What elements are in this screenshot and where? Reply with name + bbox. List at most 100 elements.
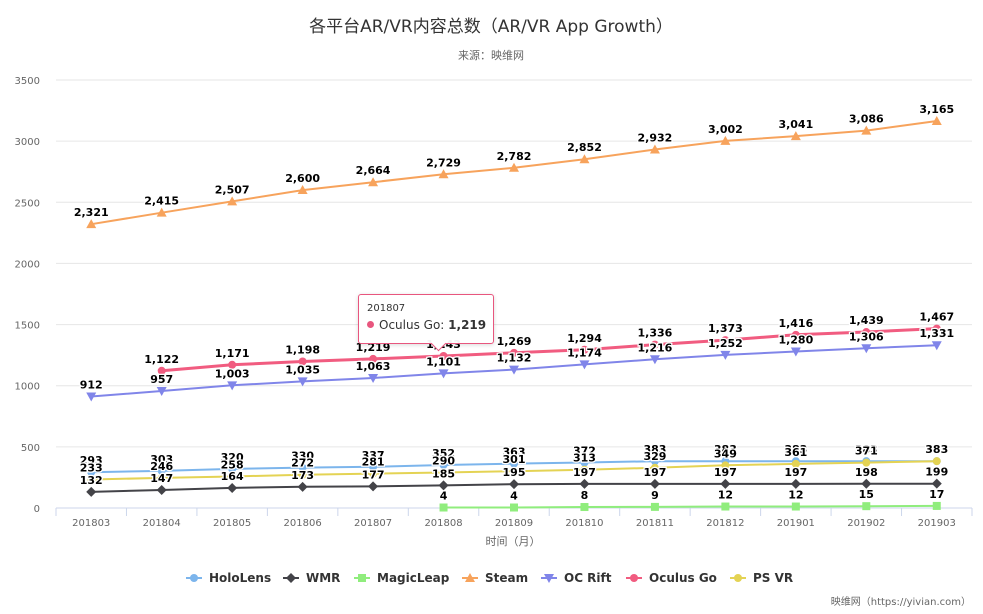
- data-label: 12: [718, 489, 733, 502]
- data-point: [649, 478, 660, 489]
- data-label: 2,507: [215, 183, 250, 196]
- data-point: [649, 144, 660, 154]
- data-point: [157, 473, 166, 482]
- data-point: [228, 360, 237, 369]
- data-label: 330: [291, 450, 314, 463]
- data-label: 1,336: [638, 327, 673, 340]
- data-point: [650, 340, 659, 349]
- data-point: [721, 502, 730, 511]
- data-label: 1,439: [849, 314, 884, 327]
- data-label: 372: [573, 445, 596, 458]
- data-label: 383: [643, 443, 666, 456]
- grid: [56, 79, 972, 448]
- data-point: [369, 354, 378, 363]
- data-label: 233: [80, 462, 103, 475]
- y-axis: 0 500 1000 1500 2000 2500 3000 3500: [15, 76, 40, 515]
- data-label: 1,174: [567, 346, 602, 359]
- data-point: [861, 125, 872, 135]
- data-label: 1,280: [778, 333, 813, 346]
- data-label: 1,252: [708, 337, 743, 350]
- y-tick-label: 2000: [15, 259, 40, 270]
- x-tick-label: 201803: [72, 518, 110, 529]
- tooltip-value: 1,219: [448, 318, 487, 332]
- series-magicleap: [439, 501, 941, 512]
- data-point: [227, 482, 238, 493]
- data-point: [286, 573, 296, 583]
- data-label: 303: [150, 453, 173, 466]
- data-point: [438, 369, 449, 379]
- x-tick-label: 201811: [636, 518, 674, 529]
- legend-label: MagicLeap: [377, 571, 450, 585]
- data-label: 371: [855, 445, 878, 458]
- data-label: 1,063: [356, 360, 391, 373]
- data-point: [438, 169, 449, 179]
- data-label: 8: [581, 489, 589, 502]
- data-point: [87, 475, 96, 484]
- data-label: 383: [925, 443, 948, 456]
- series-ps-vr: [87, 457, 941, 484]
- data-point: [649, 355, 660, 365]
- data-point: [790, 131, 801, 141]
- series-oculus-go: [157, 324, 941, 375]
- data-point: [465, 573, 475, 582]
- data-point: [720, 350, 731, 360]
- tooltip: 201807 Oculus Go: 1,219: [358, 294, 494, 352]
- data-label: 2,782: [497, 150, 532, 163]
- data-point: [510, 459, 518, 468]
- legend-item-oculus-go: Oculus Go: [626, 571, 717, 585]
- data-point: [791, 330, 800, 339]
- data-label: 147: [150, 472, 173, 485]
- data-point: [932, 501, 941, 510]
- tooltip-category: 201807: [367, 303, 406, 314]
- tooltip-series: Oculus Go: [379, 318, 441, 332]
- data-label: 4: [440, 490, 448, 503]
- legend-label: OC Rift: [564, 571, 612, 585]
- data-label: 1,331: [919, 327, 954, 340]
- data-label: 1,198: [285, 344, 320, 357]
- data-label: 3,165: [919, 103, 954, 116]
- data-point: [862, 328, 871, 337]
- data-point: [580, 345, 589, 354]
- data-point: [721, 336, 730, 345]
- data-point: [297, 185, 308, 195]
- data-point: [86, 486, 97, 497]
- x-axis-label: 时间（月）: [486, 535, 541, 548]
- series-layer: [86, 115, 942, 512]
- y-tick-label: 1000: [15, 382, 40, 393]
- y-tick-label: 1500: [15, 321, 40, 332]
- legend-item-steam: Steam: [462, 571, 528, 585]
- data-label: 173: [291, 469, 314, 482]
- data-point: [931, 341, 942, 351]
- series-line: [443, 504, 937, 509]
- data-label: 177: [362, 468, 385, 481]
- data-label: 383: [784, 443, 807, 456]
- data-label: 197: [643, 466, 666, 479]
- legend-label: WMR: [306, 571, 340, 585]
- data-label: 1,171: [215, 347, 250, 360]
- data-point: [579, 478, 590, 489]
- data-label: 281: [362, 456, 385, 469]
- data-label: 272: [291, 457, 314, 470]
- data-label: 246: [150, 460, 173, 473]
- data-point: [156, 386, 167, 396]
- x-tick-label: 201808: [424, 518, 462, 529]
- data-label: 349: [714, 447, 737, 460]
- y-tick-label: 2500: [15, 198, 40, 209]
- data-point: [227, 196, 238, 206]
- data-point: [439, 468, 448, 477]
- x-tick-label: 201903: [918, 518, 956, 529]
- data-label: 3,041: [778, 118, 813, 131]
- series-oc-rift: [86, 341, 942, 402]
- legend-label: Steam: [485, 571, 528, 585]
- data-point: [790, 478, 801, 489]
- x-tick-label: 201804: [143, 518, 181, 529]
- data-point: [650, 502, 659, 511]
- series-wmr: [86, 478, 942, 497]
- data-point: [510, 503, 518, 512]
- data-label: 361: [784, 446, 807, 459]
- x-tick-label: 201902: [847, 518, 885, 529]
- data-point: [650, 463, 659, 472]
- chart-title: 各平台AR/VR内容总数（AR/VR App Growth）: [309, 17, 673, 37]
- data-point: [931, 478, 942, 489]
- data-label: 197: [573, 466, 596, 479]
